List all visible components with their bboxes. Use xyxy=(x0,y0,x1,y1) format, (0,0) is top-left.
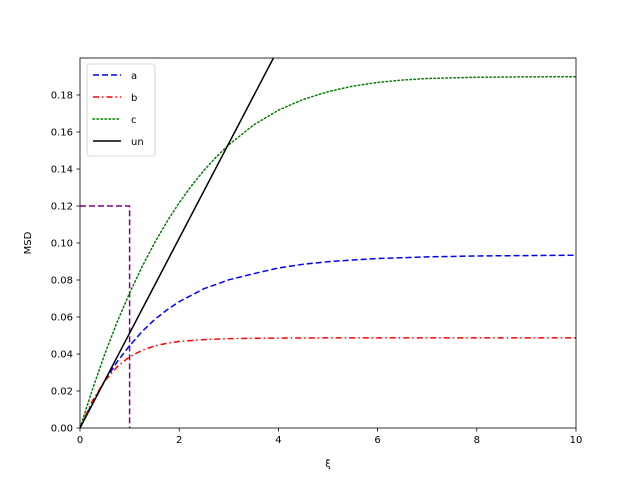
legend-label-a: a xyxy=(131,71,137,82)
y-tick-label: 0.12 xyxy=(51,202,73,213)
series-layer xyxy=(80,58,576,428)
y-tick-label: 0.02 xyxy=(51,387,73,398)
y-tick-label: 0.16 xyxy=(51,128,73,139)
y-axis: 0.00 0.02 0.04 0.06 0.08 0.10 0.12 0.14 0.16 0.18 xyxy=(51,91,80,435)
plot-background xyxy=(80,58,576,428)
x-tick-label: 4 xyxy=(275,435,281,446)
y-axis-label: MSD xyxy=(23,231,34,254)
legend: abc un xyxy=(86,63,156,157)
x-tick-label: 0 xyxy=(77,435,83,446)
y-tick-label: 0.04 xyxy=(51,350,73,361)
series-line-b xyxy=(80,337,576,428)
legend-box xyxy=(86,63,156,157)
step-boundary-line xyxy=(80,205,131,428)
y-tick-label: 0.14 xyxy=(51,165,73,176)
x-tick-label: 10 xyxy=(570,435,583,446)
y-tick-label: 0.00 xyxy=(51,424,73,435)
y-tick-label: 0.10 xyxy=(51,239,73,250)
y-tick-label: 0.08 xyxy=(51,276,73,287)
y-tick-label: 0.18 xyxy=(51,91,73,102)
series-line-c xyxy=(80,75,576,428)
legend-label-b: b xyxy=(131,93,137,104)
x-tick-label: 2 xyxy=(176,435,182,446)
x-axis: 0 2 4 6 8 10 xyxy=(77,428,583,446)
series-line-a xyxy=(80,254,576,428)
y-tick-label: 0.06 xyxy=(51,313,73,324)
legend-label-un: un xyxy=(131,137,144,148)
series-line-un xyxy=(80,58,275,428)
x-tick-label: 8 xyxy=(474,435,480,446)
x-axis-label: ξ xyxy=(325,459,331,470)
x-tick-label: 6 xyxy=(374,435,380,446)
legend-label-c: c xyxy=(131,115,137,126)
